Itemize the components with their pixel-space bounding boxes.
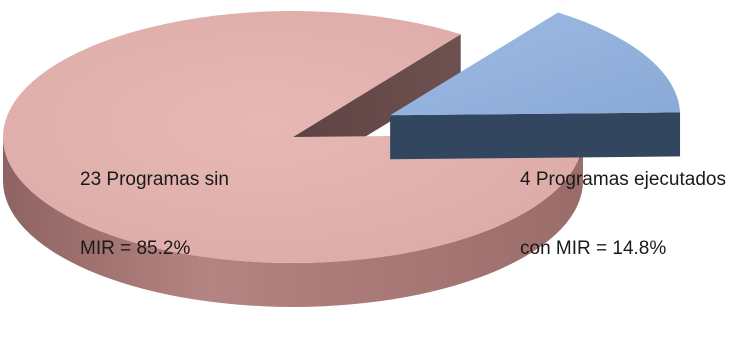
slice-label-con-mir: 4 Programas ejecutados con MIR = 14.8%: [520, 122, 726, 283]
slice-label-sin-mir-line1: 23 Programas sin: [80, 169, 229, 190]
slice-wall-con-mir: [390, 112, 681, 160]
slice-label-sin-mir-line2: MIR = 85.2%: [80, 238, 191, 259]
slice-sin-mir: [3, 11, 584, 263]
slice-label-sin-mir: 23 Programas sin MIR = 85.2%: [80, 122, 229, 283]
slice-con-mir: [390, 12, 681, 116]
slice-label-con-mir-line1: 4 Programas ejecutados: [520, 169, 726, 190]
slice-side-sin-mir: [3, 137, 583, 307]
slice-label-con-mir-line2: con MIR = 14.8%: [520, 238, 667, 259]
